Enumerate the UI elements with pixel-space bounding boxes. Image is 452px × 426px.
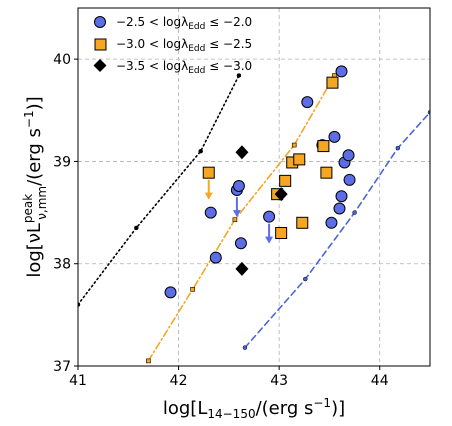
upper-limit-arrow-head bbox=[265, 236, 274, 244]
data-point-diamond bbox=[235, 261, 249, 276]
y-tick-label: 40 bbox=[53, 52, 71, 68]
x-tick-label: 41 bbox=[69, 373, 87, 389]
data-point-square bbox=[326, 76, 339, 89]
legend-entry-high: −2.5 < logλEdd ≤ −2.0 bbox=[94, 15, 252, 32]
upper-limit-arrow-head bbox=[232, 210, 241, 218]
data-point-circle bbox=[263, 210, 276, 223]
x-tick-label: 43 bbox=[270, 373, 288, 389]
fit-line-dashed bbox=[244, 111, 430, 349]
data-point-circle bbox=[343, 173, 356, 186]
y-tick-label: 38 bbox=[53, 257, 71, 273]
fit-line-node bbox=[190, 286, 195, 292]
data-point-diamond bbox=[235, 145, 249, 160]
data-point-square bbox=[296, 216, 309, 229]
data-point-circle bbox=[301, 96, 314, 109]
fit-line-node bbox=[198, 148, 203, 154]
data-point-diamond bbox=[274, 187, 288, 202]
data-point-square bbox=[317, 140, 330, 153]
y-axis-label: log[νLpeakν,mm/(erg s−1)] bbox=[21, 96, 49, 277]
data-point-circle bbox=[234, 237, 247, 250]
data-point-circle bbox=[209, 251, 222, 264]
data-point-square bbox=[275, 227, 288, 240]
legend-entry-mid: −3.0 < logλEdd ≤ −2.5 bbox=[94, 37, 252, 54]
fit-lines bbox=[78, 73, 430, 364]
data-point-circle bbox=[342, 149, 355, 162]
x-axis-label: log[L14−150/(erg s−1)] bbox=[163, 396, 345, 421]
legend-diamond-marker bbox=[93, 59, 107, 72]
fit-line-node bbox=[352, 210, 357, 215]
y-tick-label: 37 bbox=[53, 359, 71, 375]
fit-line-node bbox=[242, 345, 248, 350]
fit-line-dotted bbox=[78, 74, 240, 306]
legend-label-high: −2.5 < logλEdd ≤ −2.0 bbox=[116, 15, 252, 32]
fit-line-node bbox=[134, 225, 139, 231]
legend-circle-marker bbox=[94, 16, 106, 28]
data-point-circle bbox=[204, 206, 217, 219]
data-point-circle bbox=[335, 190, 348, 203]
legend-label-low: −3.5 < logλEdd ≤ −3.0 bbox=[116, 59, 252, 76]
x-axis-ticks: 41 42 43 44 bbox=[69, 366, 389, 389]
x-tick-label: 42 bbox=[170, 373, 188, 389]
fit-line-node bbox=[395, 145, 401, 151]
upper-limit-arrow-head bbox=[204, 192, 213, 200]
data-point-circle bbox=[232, 179, 245, 192]
data-point-circle bbox=[325, 216, 338, 229]
data-markers bbox=[164, 65, 356, 299]
fit-line-node bbox=[232, 217, 238, 223]
legend-label-mid: −3.0 < logλEdd ≤ −2.5 bbox=[116, 37, 252, 54]
fit-line-node bbox=[291, 142, 297, 148]
x-tick-label: 44 bbox=[371, 373, 389, 389]
fit-line-node bbox=[303, 276, 308, 282]
data-point-circle bbox=[333, 202, 346, 215]
data-point-circle bbox=[335, 65, 348, 78]
data-point-square bbox=[279, 174, 292, 187]
legend-square-marker bbox=[94, 38, 107, 51]
plot-frame bbox=[77, 7, 431, 367]
data-point-square bbox=[293, 153, 306, 166]
legend: −2.5 < logλEdd ≤ −2.0 −3.0 < logλEdd ≤ −… bbox=[93, 15, 252, 76]
data-point-square bbox=[320, 166, 333, 179]
y-tick-label: 39 bbox=[53, 154, 71, 170]
fit-line-node bbox=[146, 358, 151, 364]
data-point-circle bbox=[164, 286, 177, 299]
legend-entry-low: −3.5 < logλEdd ≤ −3.0 bbox=[93, 59, 252, 76]
data-point-square bbox=[202, 166, 215, 179]
fit-line-node bbox=[236, 73, 242, 78]
y-axis-ticks: 37 38 39 40 bbox=[53, 52, 78, 375]
data-point-circle bbox=[328, 130, 341, 143]
